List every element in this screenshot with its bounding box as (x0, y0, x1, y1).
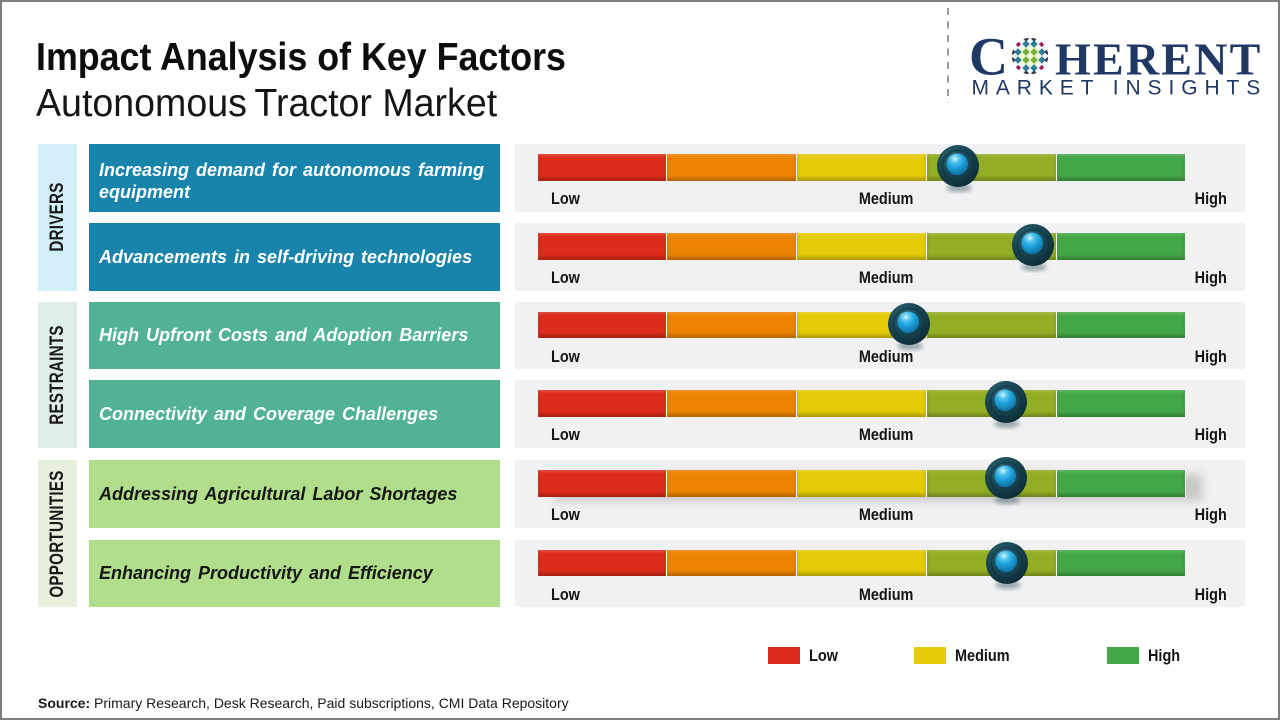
svg-text:HERENT: HERENT (1055, 34, 1262, 85)
svg-text:C: C (969, 27, 1008, 87)
svg-text:MARKET INSIGHTS: MARKET INSIGHTS (972, 77, 1268, 100)
